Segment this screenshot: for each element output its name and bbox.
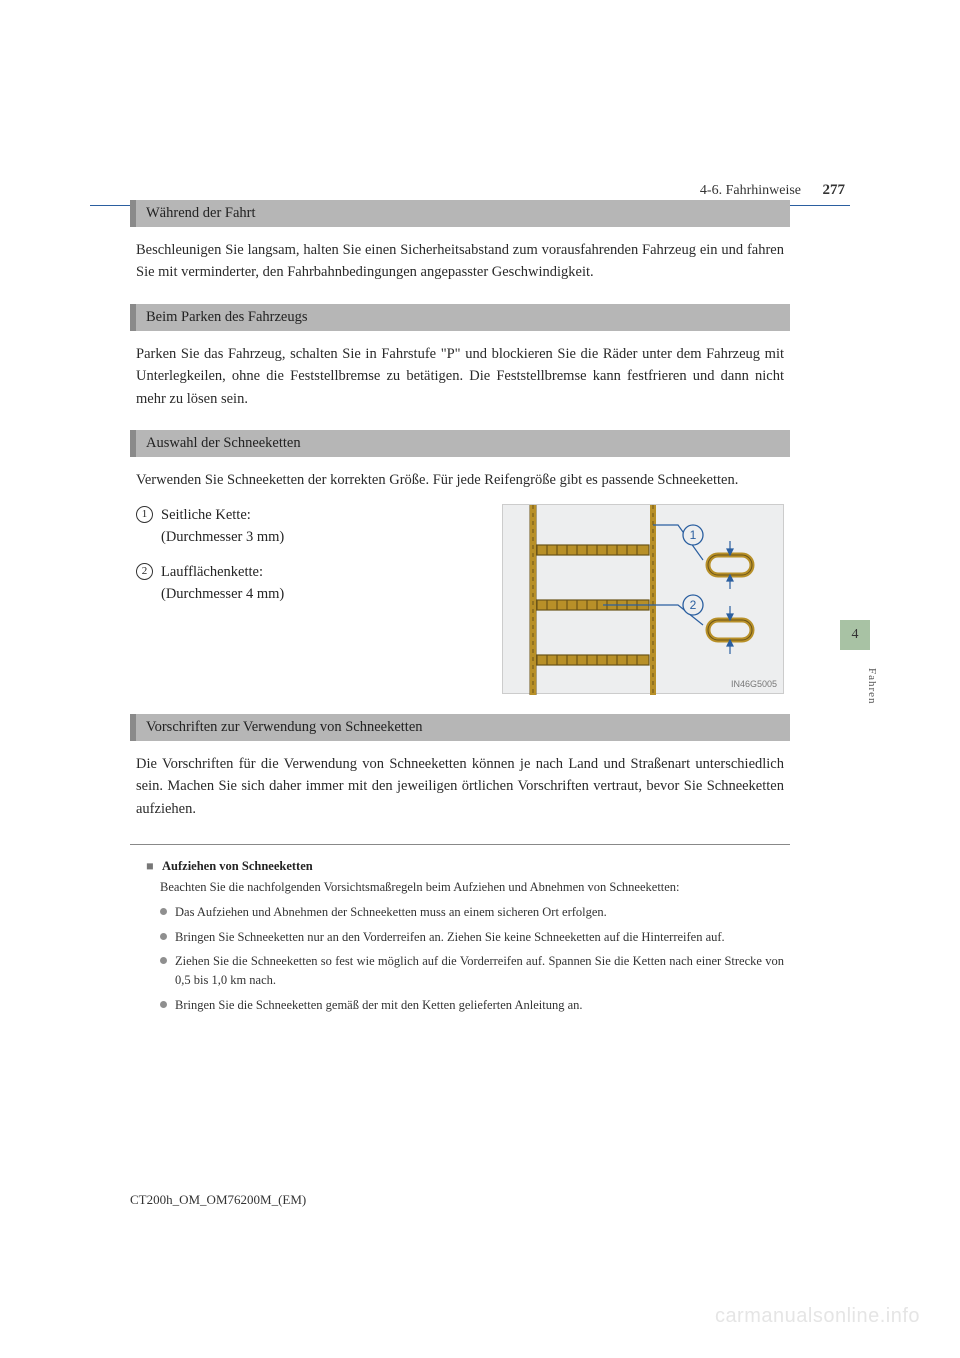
number-marker-1: 1 bbox=[136, 506, 153, 523]
number-marker-2: 2 bbox=[136, 563, 153, 580]
note-title-text: Aufziehen von Schneeketten bbox=[162, 859, 313, 873]
chapter-tab: 4 bbox=[840, 620, 870, 650]
list-item: 2 Laufflächenkette: (Durchmesser 4 mm) bbox=[136, 561, 482, 606]
section-heading: Beim Parken des Fahrzeugs bbox=[130, 304, 790, 331]
bullet-icon bbox=[160, 933, 167, 940]
list-item: Bringen Sie die Schneeketten gemäß der m… bbox=[160, 996, 784, 1015]
list-item: Ziehen Sie die Schneeketten so fest wie … bbox=[160, 952, 784, 990]
item-sub: (Durchmesser 4 mm) bbox=[161, 583, 284, 605]
section-heading: Während der Fahrt bbox=[130, 200, 790, 227]
item-sub: (Durchmesser 3 mm) bbox=[161, 526, 284, 548]
list-item: Das Aufziehen und Abnehmen der Schneeket… bbox=[160, 903, 784, 922]
fig-marker-1: 1 bbox=[690, 528, 697, 542]
section-heading: Vorschriften zur Verwendung von Schneeke… bbox=[130, 714, 790, 741]
list-item: 1 Seitliche Kette: (Durchmesser 3 mm) bbox=[136, 504, 482, 549]
note-bullet-list: Das Aufziehen und Abnehmen der Schneeket… bbox=[160, 903, 784, 1015]
section-body: Beschleunigen Sie langsam, halten Sie ei… bbox=[136, 239, 784, 284]
bullet-icon bbox=[160, 908, 167, 915]
page-content: Während der Fahrt Beschleunigen Sie lang… bbox=[130, 180, 790, 1021]
bullet-text: Bringen Sie Schneeketten nur an den Vord… bbox=[175, 928, 725, 947]
footer-doc-id: CT200h_OM_OM76200M_(EM) bbox=[130, 1192, 306, 1208]
figure-code: IN46G5005 bbox=[731, 679, 777, 689]
chain-spec-row: 1 Seitliche Kette: (Durchmesser 3 mm) 2 … bbox=[136, 504, 784, 694]
note-body: Beachten Sie die nachfolgenden Vorsichts… bbox=[160, 878, 784, 897]
bullet-text: Ziehen Sie die Schneeketten so fest wie … bbox=[175, 952, 784, 990]
chapter-label: Fahren bbox=[832, 668, 878, 705]
snow-chain-figure: 1 2 IN46G5005 bbox=[502, 504, 784, 694]
section-body: Verwenden Sie Schneeketten der korrekten… bbox=[136, 469, 784, 491]
section-body: Parken Sie das Fahrzeug, schalten Sie in… bbox=[136, 343, 784, 410]
bullet-text: Bringen Sie die Schneeketten gemäß der m… bbox=[175, 996, 583, 1015]
snow-chain-svg: 1 2 bbox=[503, 505, 783, 695]
list-item-text: Laufflächenkette: (Durchmesser 4 mm) bbox=[161, 561, 284, 606]
list-item: Bringen Sie Schneeketten nur an den Vord… bbox=[160, 928, 784, 947]
divider-rule bbox=[130, 844, 790, 845]
item-label: Seitliche Kette: bbox=[161, 507, 251, 523]
chain-spec-list: 1 Seitliche Kette: (Durchmesser 3 mm) 2 … bbox=[136, 504, 482, 694]
list-item-text: Seitliche Kette: (Durchmesser 3 mm) bbox=[161, 504, 284, 549]
watermark: carmanualsonline.info bbox=[715, 1305, 920, 1328]
section-heading: Auswahl der Schneeketten bbox=[130, 430, 790, 457]
fig-marker-2: 2 bbox=[690, 598, 697, 612]
section-body: Die Vorschriften für die Verwendung von … bbox=[136, 753, 784, 820]
chapter-number: 4 bbox=[852, 627, 859, 643]
page-number: 277 bbox=[823, 182, 846, 198]
item-label: Laufflächenkette: bbox=[161, 564, 263, 580]
bullet-icon bbox=[160, 957, 167, 964]
note-heading: Aufziehen von Schneeketten bbox=[146, 859, 790, 874]
bullet-icon bbox=[160, 1001, 167, 1008]
bullet-text: Das Aufziehen und Abnehmen der Schneeket… bbox=[175, 903, 607, 922]
